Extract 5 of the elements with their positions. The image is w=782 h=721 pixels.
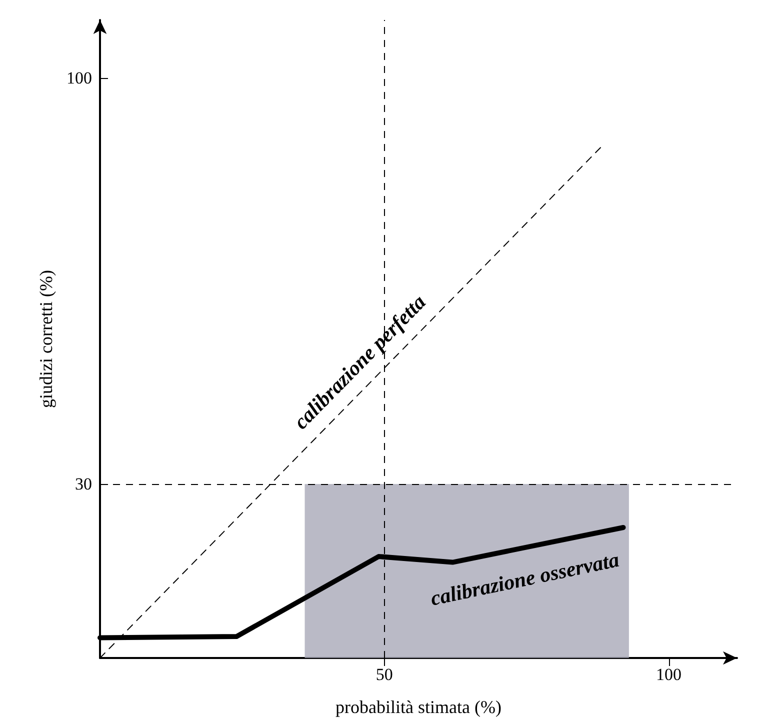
x-tick-label: 50: [376, 665, 393, 684]
y-axis-title: giudizi corretti (%): [36, 270, 56, 408]
text: calibrazione osservata: [428, 547, 622, 610]
y-tick-label: 30: [75, 474, 92, 494]
x-axis-title: probabilità stimata (%): [336, 697, 502, 717]
